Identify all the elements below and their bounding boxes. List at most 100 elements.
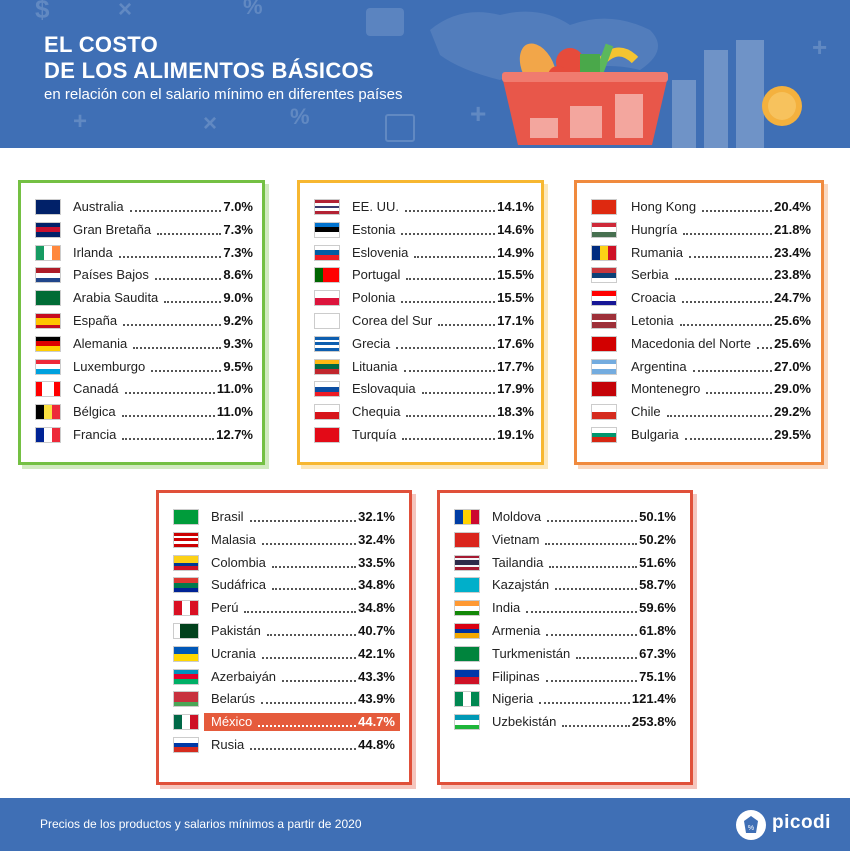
cost-percentage: 59.6%: [639, 600, 676, 616]
footer-note: Precios de los productos y salarios míni…: [40, 817, 362, 831]
dotted-leader: [130, 210, 221, 212]
cost-percentage: 34.8%: [358, 600, 395, 616]
ukraine-flag-icon: [173, 645, 199, 662]
dotted-leader: [250, 520, 356, 522]
country-name: Australia: [73, 199, 124, 214]
malaysia-flag-icon: [173, 531, 199, 548]
dotted-leader: [685, 438, 772, 440]
country-name: Bélgica: [73, 404, 116, 420]
country-name: Gran Bretaña: [73, 221, 152, 237]
dotted-leader: [402, 438, 495, 440]
belgium-flag-icon: [35, 404, 61, 421]
belarus-flag-icon: [173, 691, 199, 708]
france-flag-icon: [35, 427, 61, 443]
dotted-leader: [693, 369, 772, 372]
portugal-flag-icon: [314, 267, 340, 284]
country-name: Turkmenistán: [492, 645, 571, 661]
picodi-logo-icon: %: [736, 810, 766, 840]
cost-percentage: 21.8%: [774, 221, 811, 237]
dotted-leader: [133, 346, 221, 349]
dotted-leader: [545, 542, 637, 545]
serbia-flag-icon: [591, 267, 617, 284]
cost-percentage: 50.1%: [639, 509, 676, 524]
vietnam-flag-icon: [454, 531, 480, 548]
country-name: India: [492, 600, 521, 616]
dotted-leader: [164, 301, 221, 304]
country-name: Grecia: [352, 335, 391, 351]
dotted-leader: [682, 301, 772, 304]
cost-percentage: 43.3%: [358, 668, 395, 684]
uzbekistan-flag-icon: [454, 714, 480, 731]
country-name: Azerbaiyán: [211, 668, 277, 684]
argentina-flag-icon: [591, 358, 617, 375]
dotted-leader: [555, 588, 637, 591]
dotted-leader: [151, 369, 221, 372]
plus-icon: +: [73, 108, 88, 135]
bar-graph-icon: [672, 40, 802, 148]
country-name: Canadá: [73, 381, 119, 397]
multiply-icon: ×: [118, 0, 133, 23]
cost-percentage: 29.0%: [774, 381, 811, 397]
cost-percentage: 43.9%: [358, 691, 395, 707]
lithuania-flag-icon: [314, 358, 340, 375]
dotted-leader: [526, 611, 637, 614]
dotted-leader: [683, 232, 772, 235]
dotted-leader: [576, 656, 637, 659]
cost-percentage: 14.9%: [497, 244, 534, 260]
wallet-icon: [366, 8, 404, 36]
cost-percentage: 27.0%: [774, 358, 811, 374]
dotted-leader: [261, 702, 356, 705]
multiply-icon: ×: [203, 110, 218, 137]
cost-percentage: 29.2%: [774, 404, 811, 420]
country-name: Estonia: [352, 221, 396, 237]
dotted-leader: [155, 278, 221, 281]
country-name: México: [211, 714, 253, 730]
cost-percentage: 17.1%: [497, 313, 534, 328]
country-name: Brasil: [211, 509, 244, 524]
cost-percentage: 19.1%: [497, 427, 534, 442]
dotted-leader: [282, 679, 356, 682]
country-name: Francia: [73, 427, 117, 442]
cost-percentage: 9.3%: [223, 335, 253, 351]
svg-text:%: %: [748, 825, 754, 832]
country-name: Montenegro: [631, 381, 701, 397]
colombia-flag-icon: [173, 554, 199, 571]
country-name: Filipinas: [492, 668, 540, 684]
montenegro-flag-icon: [591, 381, 617, 398]
cost-percentage: 23.8%: [774, 267, 811, 283]
cost-percentage: 33.5%: [358, 554, 395, 570]
country-name: Eslovenia: [352, 244, 409, 260]
country-name: Luxemburgo: [73, 358, 146, 374]
cost-percentage: 25.6%: [774, 335, 811, 351]
country-name: Colombia: [211, 554, 266, 570]
country-name: Sudáfrica: [211, 577, 266, 593]
dotted-leader: [757, 346, 772, 349]
cost-percentage: 11.0%: [216, 381, 253, 397]
dotted-leader: [157, 232, 221, 235]
country-name: Moldova: [492, 509, 542, 524]
cost-percentage: 25.6%: [774, 313, 811, 328]
romania-flag-icon: [591, 244, 617, 261]
cost-percentage: 32.1%: [358, 509, 395, 524]
country-name: Rusia: [211, 737, 245, 752]
cost-percentage: 14.6%: [497, 221, 534, 237]
country-name: Croacia: [631, 290, 676, 306]
subtitle: en relación con el salario mínimo en dif…: [44, 86, 403, 103]
picodi-logo-text: picodi: [772, 812, 831, 833]
country-name: Alemania: [73, 335, 128, 351]
germany-flag-icon: [35, 335, 61, 352]
dotted-leader: [562, 725, 630, 728]
ranking-panel: Brasil 32.1% Malasia 32.4% Colombia 33.5% Sudá…: [156, 490, 412, 785]
country-name: Chile: [631, 404, 661, 420]
dotted-leader: [262, 656, 356, 659]
footer-banner: Precios de los productos y salarios míni…: [0, 798, 850, 851]
cost-percentage: 9.0%: [223, 290, 253, 306]
usa-flag-icon: [314, 199, 340, 215]
cost-percentage: 44.7%: [358, 714, 395, 730]
dotted-leader: [123, 324, 221, 326]
ranking-panel: EE. UU. 14.1% Estonia 14.6% Eslovenia 14.9% Po…: [297, 180, 544, 465]
dollar-icon: $: [35, 0, 50, 24]
thailand-flag-icon: [454, 554, 480, 571]
cost-percentage: 18.3%: [497, 404, 534, 420]
bulgaria-flag-icon: [591, 427, 617, 443]
